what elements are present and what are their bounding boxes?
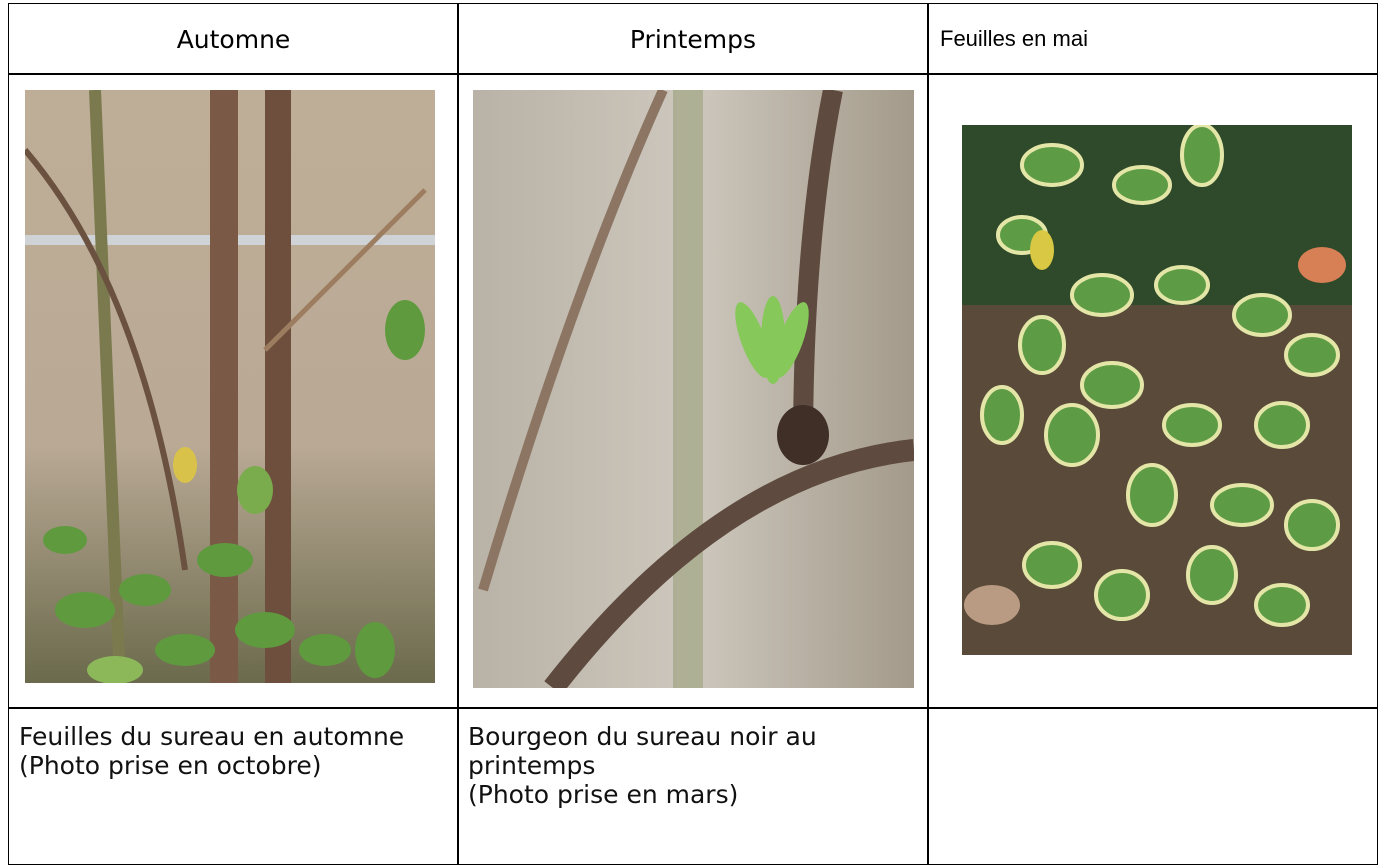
caption-line: Feuilles du sureau en automne — [19, 722, 405, 751]
header-cell: Printemps — [457, 3, 929, 75]
header-text: Feuilles en mai — [940, 26, 1088, 51]
caption-line: (Photo prise en mars) — [468, 780, 739, 809]
photo-may — [962, 125, 1352, 655]
header-text: Printemps — [629, 24, 757, 54]
image-cell — [457, 73, 929, 709]
header-cell: Automne — [8, 3, 459, 75]
header-text: Automne — [176, 24, 291, 54]
photo-spring — [473, 90, 914, 688]
caption-cell — [927, 707, 1378, 865]
caption-cell: Feuilles du sureau en automne (Photo pri… — [8, 707, 459, 865]
caption-cell: Bourgeon du sureau noir au printemps (Ph… — [457, 707, 929, 865]
header-cell: Feuilles en mai — [927, 3, 1378, 75]
image-cell — [927, 73, 1378, 709]
image-cell — [8, 73, 459, 709]
caption-line: Bourgeon du sureau noir au printemps — [468, 722, 817, 780]
caption-line: (Photo prise en octobre) — [19, 751, 322, 780]
photo-autumn — [25, 90, 435, 683]
